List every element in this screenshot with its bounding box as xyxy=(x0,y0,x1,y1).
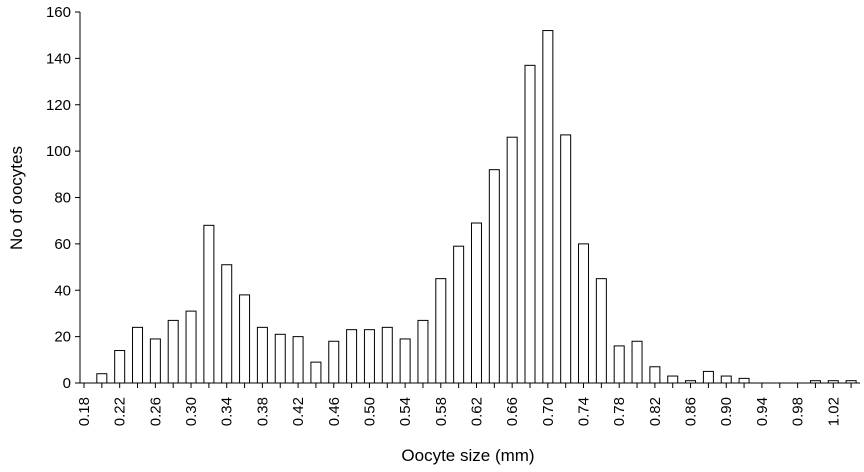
bar xyxy=(417,319,429,384)
x-tick-label: 0.38 xyxy=(254,397,271,426)
bar xyxy=(132,326,144,384)
bar xyxy=(488,169,500,384)
y-tick-label: 140 xyxy=(46,50,71,67)
y-tick-label: 160 xyxy=(46,4,71,21)
y-tick-label: 20 xyxy=(54,329,71,346)
y-tick-label: 100 xyxy=(46,143,71,160)
bar xyxy=(453,245,465,384)
x-tick-label: 0.86 xyxy=(683,397,700,426)
y-tick-label: 60 xyxy=(54,236,71,253)
bar xyxy=(578,243,590,384)
x-tick-label: 0.50 xyxy=(361,397,378,426)
x-tick-label: 1.02 xyxy=(825,397,842,426)
y-tick-label: 40 xyxy=(54,282,71,299)
bar xyxy=(185,310,197,384)
bar xyxy=(256,326,268,384)
bar xyxy=(720,375,732,384)
bar xyxy=(667,375,679,384)
x-tick-label: 0.26 xyxy=(147,397,164,426)
bar xyxy=(702,370,714,384)
bar xyxy=(167,319,179,384)
y-axis-label: No of oocytes xyxy=(7,146,26,250)
bar xyxy=(310,361,322,384)
y-tick-label: 80 xyxy=(54,190,71,207)
x-tick-label: 0.78 xyxy=(611,397,628,426)
x-tick-label: 0.46 xyxy=(326,397,343,426)
x-tick-label: 0.66 xyxy=(504,397,521,426)
x-axis-label: Oocyte size (mm) xyxy=(401,446,534,465)
bar xyxy=(542,30,554,384)
x-tick-label: 0.90 xyxy=(718,397,735,426)
bar xyxy=(221,264,233,384)
x-tick-label: 0.62 xyxy=(468,397,485,426)
bar xyxy=(845,380,857,384)
bar xyxy=(399,338,411,384)
bar xyxy=(274,333,286,384)
bar xyxy=(363,329,375,384)
bar xyxy=(631,340,643,384)
bar xyxy=(435,278,447,384)
y-tick-label: 120 xyxy=(46,97,71,114)
bar xyxy=(685,380,697,384)
x-tick-label: 0.94 xyxy=(754,397,771,426)
bar xyxy=(827,380,839,384)
bar xyxy=(738,377,750,384)
bar xyxy=(239,294,251,384)
bar xyxy=(203,224,215,384)
x-tick-label: 0.82 xyxy=(647,397,664,426)
bar xyxy=(470,222,482,384)
x-tick-label: 0.54 xyxy=(397,397,414,426)
bar xyxy=(328,340,340,384)
x-tick-label: 0.42 xyxy=(290,397,307,426)
bar xyxy=(381,326,393,384)
x-tick-label: 0.98 xyxy=(790,397,807,426)
bar xyxy=(96,373,108,384)
bar xyxy=(560,134,572,384)
bar xyxy=(524,64,536,384)
x-tick-label: 0.70 xyxy=(540,397,557,426)
bar xyxy=(114,350,126,384)
x-tick-label: 0.74 xyxy=(576,397,593,426)
bar xyxy=(595,278,607,384)
bar xyxy=(149,338,161,384)
bar xyxy=(506,136,518,384)
x-tick-label: 0.34 xyxy=(219,397,236,426)
bar xyxy=(346,329,358,384)
bar xyxy=(809,380,821,384)
y-tick-label: 0 xyxy=(63,375,71,392)
bar xyxy=(649,366,661,384)
bar xyxy=(613,345,625,384)
x-tick-label: 0.30 xyxy=(183,397,200,426)
x-tick-label: 0.58 xyxy=(433,397,450,426)
x-tick-label: 0.22 xyxy=(112,397,129,426)
bar xyxy=(292,336,304,384)
x-tick-label: 0.18 xyxy=(76,397,93,426)
